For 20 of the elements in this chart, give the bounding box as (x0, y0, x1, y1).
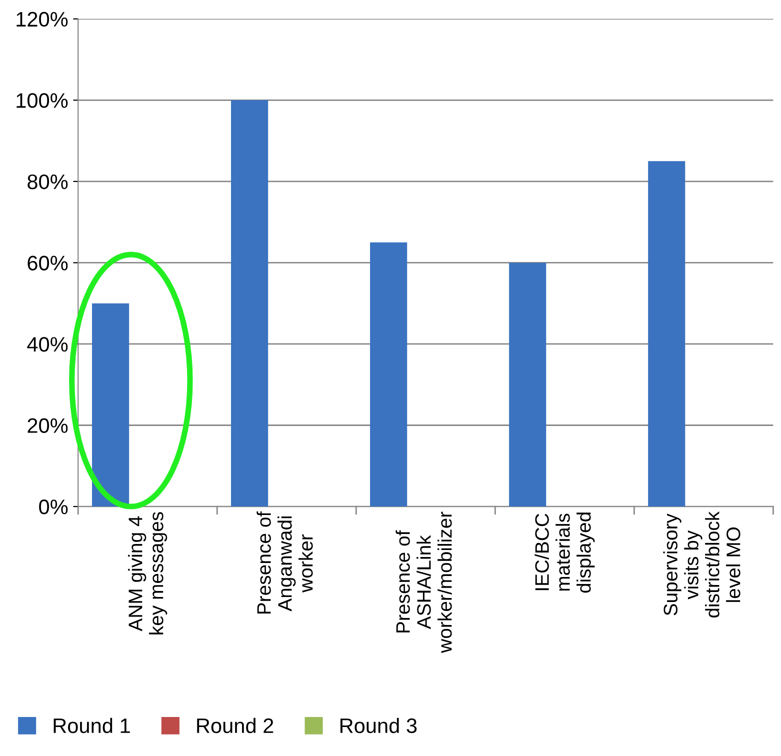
y-tick-label: 0% (39, 500, 68, 514)
bar (92, 303, 130, 507)
x-tick-label: Presence of ASHA/Link worker/mobilizer (396, 512, 452, 653)
y-tick-label: 40% (27, 336, 68, 352)
y-tick-label: 80% (28, 174, 68, 190)
bar (231, 100, 268, 507)
x-tick-label: Presence of Anganwadi worker (256, 511, 313, 614)
bar (370, 242, 408, 507)
bar (509, 262, 546, 507)
y-tick-label: 100% (16, 93, 68, 108)
x-tick-label: Supervisory visits by district/block level MO (663, 511, 740, 618)
y-tick-label: 60% (28, 256, 68, 270)
x-tick-label: ANM giving 4 key messages (128, 512, 168, 634)
y-tick-label: 20% (28, 418, 68, 434)
y-tick-label: 120% (16, 12, 68, 27)
bar (648, 161, 686, 507)
legend-label: Round 2 (197, 718, 274, 734)
legend-label: Round 3 (340, 718, 417, 734)
x-tick-label: IEC/BCC materials displayed (534, 512, 595, 593)
legend-label: Round 1 (54, 718, 130, 734)
